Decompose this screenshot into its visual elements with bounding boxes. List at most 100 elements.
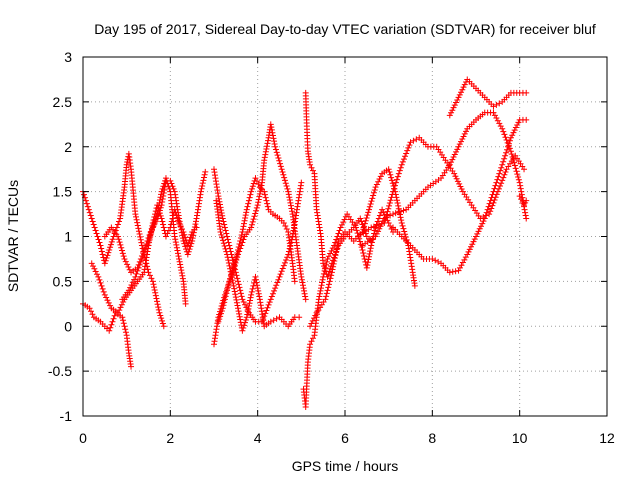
data-point <box>503 149 510 156</box>
data-point <box>360 252 367 259</box>
data-point <box>398 217 405 224</box>
data-point <box>390 211 397 218</box>
data-point <box>391 185 398 192</box>
data-point <box>456 264 463 271</box>
data-point <box>317 285 324 292</box>
data-point <box>474 230 481 237</box>
data-point <box>156 197 163 204</box>
data-point <box>248 288 255 295</box>
data-point <box>125 264 132 271</box>
data-point <box>308 164 315 171</box>
data-point <box>171 233 178 240</box>
data-point <box>480 218 487 225</box>
data-point <box>471 236 478 243</box>
data-point <box>182 300 189 307</box>
data-point <box>137 236 144 243</box>
data-point <box>219 215 226 222</box>
data-point <box>504 146 511 153</box>
data-point <box>215 193 222 200</box>
data-point <box>83 200 90 207</box>
data-point <box>404 147 411 154</box>
data-point <box>493 115 500 122</box>
data-point <box>376 225 383 232</box>
data-point <box>328 269 335 276</box>
data-point <box>136 261 143 268</box>
data-point <box>154 202 161 209</box>
data-point <box>236 310 243 317</box>
data-point <box>512 124 519 131</box>
data-point <box>170 212 177 219</box>
data-point <box>128 363 135 370</box>
data-point <box>105 249 112 256</box>
data-point <box>460 133 467 140</box>
data-point <box>281 259 288 266</box>
data-point <box>134 267 141 274</box>
data-point <box>151 286 158 293</box>
data-point <box>391 182 398 189</box>
data-point <box>135 225 142 232</box>
data-point <box>250 282 257 289</box>
data-point <box>91 224 98 231</box>
data-point <box>246 300 253 307</box>
data-point <box>107 244 114 251</box>
data-point <box>509 132 516 139</box>
data-point <box>153 295 160 302</box>
data-point <box>317 287 324 294</box>
data-point <box>289 208 296 215</box>
data-point <box>325 284 332 291</box>
data-point <box>264 203 271 210</box>
data-point <box>89 311 96 318</box>
data-point <box>486 200 493 207</box>
data-point <box>268 124 275 131</box>
data-point <box>134 222 141 229</box>
data-point <box>115 236 122 243</box>
data-point <box>301 287 308 294</box>
data-point <box>253 207 260 214</box>
data-point <box>242 319 249 326</box>
data-point <box>240 325 247 332</box>
data-point <box>466 246 473 253</box>
data-point <box>491 197 498 204</box>
data-point <box>262 310 269 317</box>
data-point <box>262 148 269 155</box>
data-point <box>298 273 305 280</box>
series-track-p <box>446 76 530 119</box>
data-point <box>217 310 224 317</box>
data-point <box>192 218 199 225</box>
data-point <box>496 170 503 177</box>
data-point <box>358 218 365 225</box>
data-point <box>367 200 374 207</box>
data-point <box>104 297 111 304</box>
data-point <box>152 211 159 218</box>
data-point <box>124 261 131 268</box>
data-point <box>217 204 224 211</box>
data-point <box>400 207 407 214</box>
data-point <box>172 239 179 246</box>
data-point <box>97 242 104 249</box>
data-point <box>175 217 182 224</box>
data-point <box>521 166 528 173</box>
data-point <box>174 214 181 221</box>
data-point <box>509 153 516 160</box>
data-point <box>362 217 369 224</box>
data-point <box>519 199 526 206</box>
data-point <box>157 194 164 201</box>
data-point <box>218 207 225 214</box>
data-point <box>155 204 162 211</box>
data-point <box>147 231 154 238</box>
data-point <box>179 272 186 279</box>
data-point <box>327 250 334 257</box>
data-point <box>146 239 153 246</box>
data-point <box>456 141 463 148</box>
data-point <box>274 152 281 159</box>
data-point <box>249 285 256 292</box>
data-point <box>276 157 283 164</box>
data-point <box>254 285 261 292</box>
data-point <box>237 316 244 323</box>
data-point <box>327 275 334 282</box>
data-point <box>333 249 340 256</box>
data-point <box>134 219 141 226</box>
data-point <box>237 234 244 241</box>
data-point <box>376 176 383 183</box>
data-point <box>501 131 508 138</box>
